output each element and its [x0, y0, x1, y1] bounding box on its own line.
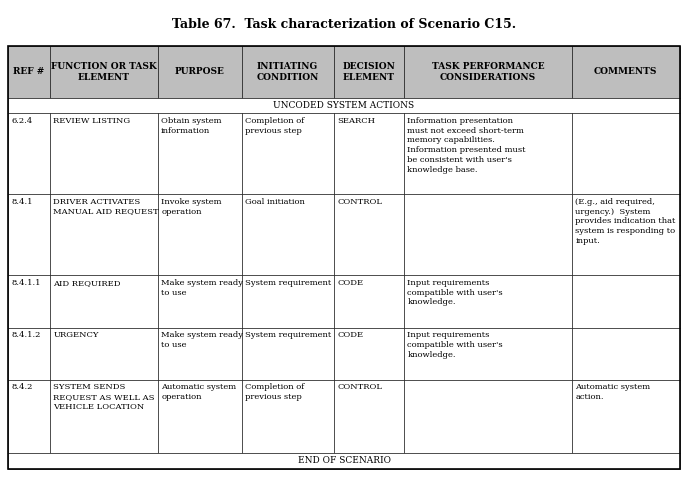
Bar: [241, 380, 334, 453]
Text: Make system ready
to use: Make system ready to use: [161, 331, 243, 349]
Bar: [404, 328, 572, 380]
Bar: [8, 98, 680, 113]
Bar: [404, 194, 572, 276]
Bar: [334, 46, 404, 98]
Bar: [334, 380, 404, 453]
Bar: [50, 380, 158, 453]
Text: CODE: CODE: [337, 279, 363, 287]
Text: CODE: CODE: [337, 331, 363, 339]
Text: Make system ready
to use: Make system ready to use: [161, 279, 243, 296]
Text: Table 67.  Task characterization of Scenario C15.: Table 67. Task characterization of Scena…: [172, 18, 516, 31]
Bar: [50, 113, 158, 194]
Text: 8.4.1.2: 8.4.1.2: [12, 331, 41, 339]
Bar: [158, 276, 241, 328]
Text: REF #: REF #: [13, 67, 45, 76]
Bar: [572, 194, 680, 276]
Bar: [334, 328, 404, 380]
Text: REVIEW LISTING: REVIEW LISTING: [53, 117, 131, 125]
Text: PURPOSE: PURPOSE: [175, 67, 225, 76]
Text: AID REQUIRED: AID REQUIRED: [53, 279, 121, 287]
Bar: [404, 380, 572, 453]
Text: Automatic system
action.: Automatic system action.: [575, 383, 650, 401]
Text: CONTROL: CONTROL: [337, 198, 382, 206]
Bar: [241, 46, 334, 98]
Bar: [158, 328, 241, 380]
Bar: [8, 113, 50, 194]
Bar: [572, 328, 680, 380]
Text: Information presentation
must not exceed short-term
memory capabilities.
Informa: Information presentation must not exceed…: [407, 117, 526, 174]
Bar: [334, 194, 404, 276]
Text: URGENCY: URGENCY: [53, 331, 99, 339]
Bar: [334, 276, 404, 328]
Bar: [572, 113, 680, 194]
Text: Completion of
previous step: Completion of previous step: [245, 383, 305, 401]
Text: SEARCH: SEARCH: [337, 117, 375, 125]
Bar: [158, 194, 241, 276]
Bar: [8, 46, 50, 98]
Bar: [241, 328, 334, 380]
Text: Completion of
previous step: Completion of previous step: [245, 117, 305, 134]
Text: COMMENTS: COMMENTS: [594, 67, 658, 76]
Text: Obtain system
information: Obtain system information: [161, 117, 222, 134]
Text: FUNCTION OR TASK
ELEMENT: FUNCTION OR TASK ELEMENT: [51, 62, 157, 82]
Bar: [241, 276, 334, 328]
Bar: [50, 276, 158, 328]
Text: SYSTEM SENDS
REQUEST AS WELL AS
VEHICLE LOCATION: SYSTEM SENDS REQUEST AS WELL AS VEHICLE …: [53, 383, 155, 411]
Bar: [8, 46, 680, 469]
Bar: [404, 113, 572, 194]
Bar: [404, 276, 572, 328]
Bar: [241, 194, 334, 276]
Bar: [8, 328, 50, 380]
Bar: [572, 46, 680, 98]
Bar: [50, 46, 158, 98]
Bar: [158, 46, 241, 98]
Text: 8.4.1.1: 8.4.1.1: [12, 279, 41, 287]
Bar: [572, 276, 680, 328]
Text: UNCODED SYSTEM ACTIONS: UNCODED SYSTEM ACTIONS: [273, 101, 415, 110]
Text: Input requirements
compatible with user's
knowledge.: Input requirements compatible with user'…: [407, 279, 503, 307]
Bar: [241, 113, 334, 194]
Text: CONTROL: CONTROL: [337, 383, 382, 391]
Text: Invoke system
operation: Invoke system operation: [161, 198, 222, 215]
Bar: [50, 328, 158, 380]
Text: INITIATING
CONDITION: INITIATING CONDITION: [257, 62, 319, 82]
Text: 8.4.1: 8.4.1: [12, 198, 33, 206]
Bar: [158, 380, 241, 453]
Bar: [50, 194, 158, 276]
Text: DRIVER ACTIVATES
MANUAL AID REQUEST: DRIVER ACTIVATES MANUAL AID REQUEST: [53, 198, 159, 215]
Bar: [404, 46, 572, 98]
Text: System requirement: System requirement: [245, 279, 332, 287]
Bar: [158, 113, 241, 194]
Bar: [8, 194, 50, 276]
Text: 6.2.4: 6.2.4: [12, 117, 33, 125]
Bar: [8, 380, 50, 453]
Text: DECISION
ELEMENT: DECISION ELEMENT: [343, 62, 395, 82]
Text: END OF SCENARIO: END OF SCENARIO: [297, 456, 391, 465]
Text: Goal initiation: Goal initiation: [245, 198, 305, 206]
Text: Automatic system
operation: Automatic system operation: [161, 383, 236, 401]
Text: System requirement: System requirement: [245, 331, 332, 339]
Text: (E.g., aid required,
urgency.)  System
provides indication that
system is respon: (E.g., aid required, urgency.) System pr…: [575, 198, 676, 245]
Bar: [8, 276, 50, 328]
Text: Input requirements
compatible with user's
knowledge.: Input requirements compatible with user'…: [407, 331, 503, 359]
Bar: [334, 113, 404, 194]
Text: 8.4.2: 8.4.2: [12, 383, 33, 391]
Text: TASK PERFORMANCE
CONSIDERATIONS: TASK PERFORMANCE CONSIDERATIONS: [431, 62, 544, 82]
Bar: [8, 453, 680, 469]
Bar: [572, 380, 680, 453]
